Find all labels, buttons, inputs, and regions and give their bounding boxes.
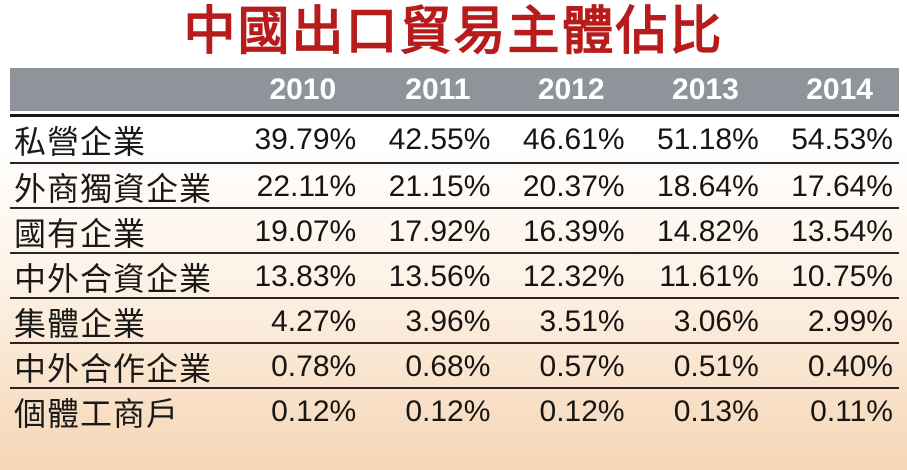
value-cell: 0.57%	[539, 350, 625, 383]
value-cell: 3.96%	[405, 305, 491, 338]
row-label: 私營企業	[14, 124, 147, 160]
value-cell: 0.51%	[673, 350, 759, 383]
value-cell: 3.51%	[539, 305, 625, 338]
column-header-2011: 2011	[405, 72, 471, 106]
table-row: 國有企業 19.07% 17.92% 16.39% 14.82% 13.54%	[10, 207, 899, 252]
value-cell: 0.40%	[807, 350, 893, 383]
value-cell: 54.53%	[791, 123, 893, 156]
value-cell: 0.12%	[271, 395, 357, 428]
value-cell: 2.99%	[807, 305, 893, 338]
row-label: 外商獨資企業	[14, 171, 213, 207]
value-cell: 0.11%	[810, 395, 893, 428]
value-cell: 17.92%	[388, 215, 491, 248]
value-cell: 13.83%	[254, 260, 357, 293]
column-header-2013: 2013	[672, 72, 739, 106]
value-cell: 16.39%	[522, 215, 625, 248]
column-header-2014: 2014	[806, 72, 873, 106]
column-header-2010: 2010	[269, 72, 337, 106]
value-cell: 13.54%	[791, 215, 893, 248]
value-cell: 0.12%	[539, 395, 625, 428]
value-cell: 42.55%	[388, 123, 491, 156]
row-label: 中外合作企業	[14, 351, 213, 387]
value-cell: 0.68%	[405, 350, 491, 383]
value-cell: 3.06%	[673, 305, 759, 338]
value-cell: 18.64%	[657, 170, 759, 203]
table-row: 集體企業 4.27% 3.96% 3.51% 3.06% 2.99%	[10, 297, 899, 342]
row-label: 集體企業	[14, 306, 147, 342]
value-cell: 13.56%	[388, 260, 491, 293]
value-cell: 51.18%	[657, 123, 759, 156]
value-cell: 21.15%	[388, 170, 491, 203]
value-cell: 0.12%	[405, 395, 491, 428]
table-header-row: 2010 2011 2012 2013 2014	[10, 68, 899, 111]
column-header-2012: 2012	[537, 72, 605, 106]
value-cell: 10.75%	[791, 260, 893, 293]
value-cell: 11.61%	[659, 260, 759, 293]
value-cell: 39.79%	[254, 123, 357, 156]
value-cell: 22.11%	[256, 170, 357, 203]
export-share-table: 2010 2011 2012 2013 2014 私營企業 39.79% 42.…	[10, 68, 899, 432]
value-cell: 0.78%	[271, 350, 357, 383]
value-cell: 0.13%	[673, 395, 759, 428]
value-cell: 17.64%	[791, 170, 893, 203]
row-label: 個體工商戶	[14, 396, 180, 432]
table-row: 外商獨資企業 22.11% 21.15% 20.37% 18.64% 17.64…	[10, 162, 899, 207]
value-cell: 20.37%	[522, 170, 625, 203]
value-cell: 46.61%	[522, 123, 625, 156]
table-row: 個體工商戶 0.12% 0.12% 0.12% 0.13% 0.11%	[10, 387, 899, 432]
value-cell: 19.07%	[254, 215, 357, 248]
row-label: 國有企業	[14, 216, 147, 252]
table-row: 中外合作企業 0.78% 0.68% 0.57% 0.51% 0.40%	[10, 342, 899, 387]
value-cell: 14.82%	[657, 215, 759, 248]
page-title: 中國出口貿易主體佔比	[183, 4, 724, 61]
value-cell: 4.27%	[271, 305, 357, 338]
table-row: 私營企業 39.79% 42.55% 46.61% 51.18% 54.53%	[10, 117, 899, 162]
value-cell: 12.32%	[522, 260, 625, 293]
table-row: 中外合資企業 13.83% 13.56% 12.32% 11.61% 10.75…	[10, 252, 899, 297]
header-divider	[10, 114, 899, 117]
row-label: 中外合資企業	[14, 261, 213, 297]
